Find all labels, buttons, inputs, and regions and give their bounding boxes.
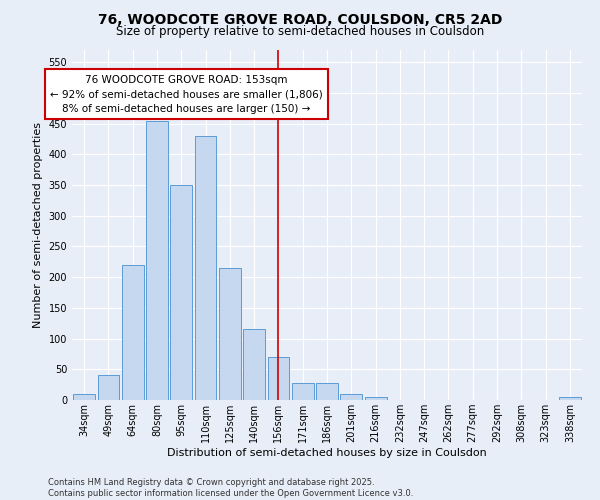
Bar [97, 376, 119, 400]
Text: 76, WOODCOTE GROVE ROAD, COULSDON, CR5 2AD: 76, WOODCOTE GROVE ROAD, COULSDON, CR5 2… [98, 12, 502, 26]
Bar [170, 185, 192, 400]
Text: Size of property relative to semi-detached houses in Coulsdon: Size of property relative to semi-detach… [116, 25, 484, 38]
Bar [146, 120, 168, 400]
Bar [194, 136, 217, 400]
Bar [268, 357, 289, 400]
Bar [292, 383, 314, 400]
Bar [122, 265, 143, 400]
Bar [219, 268, 241, 400]
Bar [73, 394, 95, 400]
Bar [243, 330, 265, 400]
Bar [365, 397, 386, 400]
X-axis label: Distribution of semi-detached houses by size in Coulsdon: Distribution of semi-detached houses by … [167, 448, 487, 458]
Bar [316, 383, 338, 400]
Text: 76 WOODCOTE GROVE ROAD: 153sqm
← 92% of semi-detached houses are smaller (1,806): 76 WOODCOTE GROVE ROAD: 153sqm ← 92% of … [50, 74, 323, 114]
Text: Contains HM Land Registry data © Crown copyright and database right 2025.
Contai: Contains HM Land Registry data © Crown c… [48, 478, 413, 498]
Y-axis label: Number of semi-detached properties: Number of semi-detached properties [33, 122, 43, 328]
Bar [340, 394, 362, 400]
Bar [559, 397, 581, 400]
